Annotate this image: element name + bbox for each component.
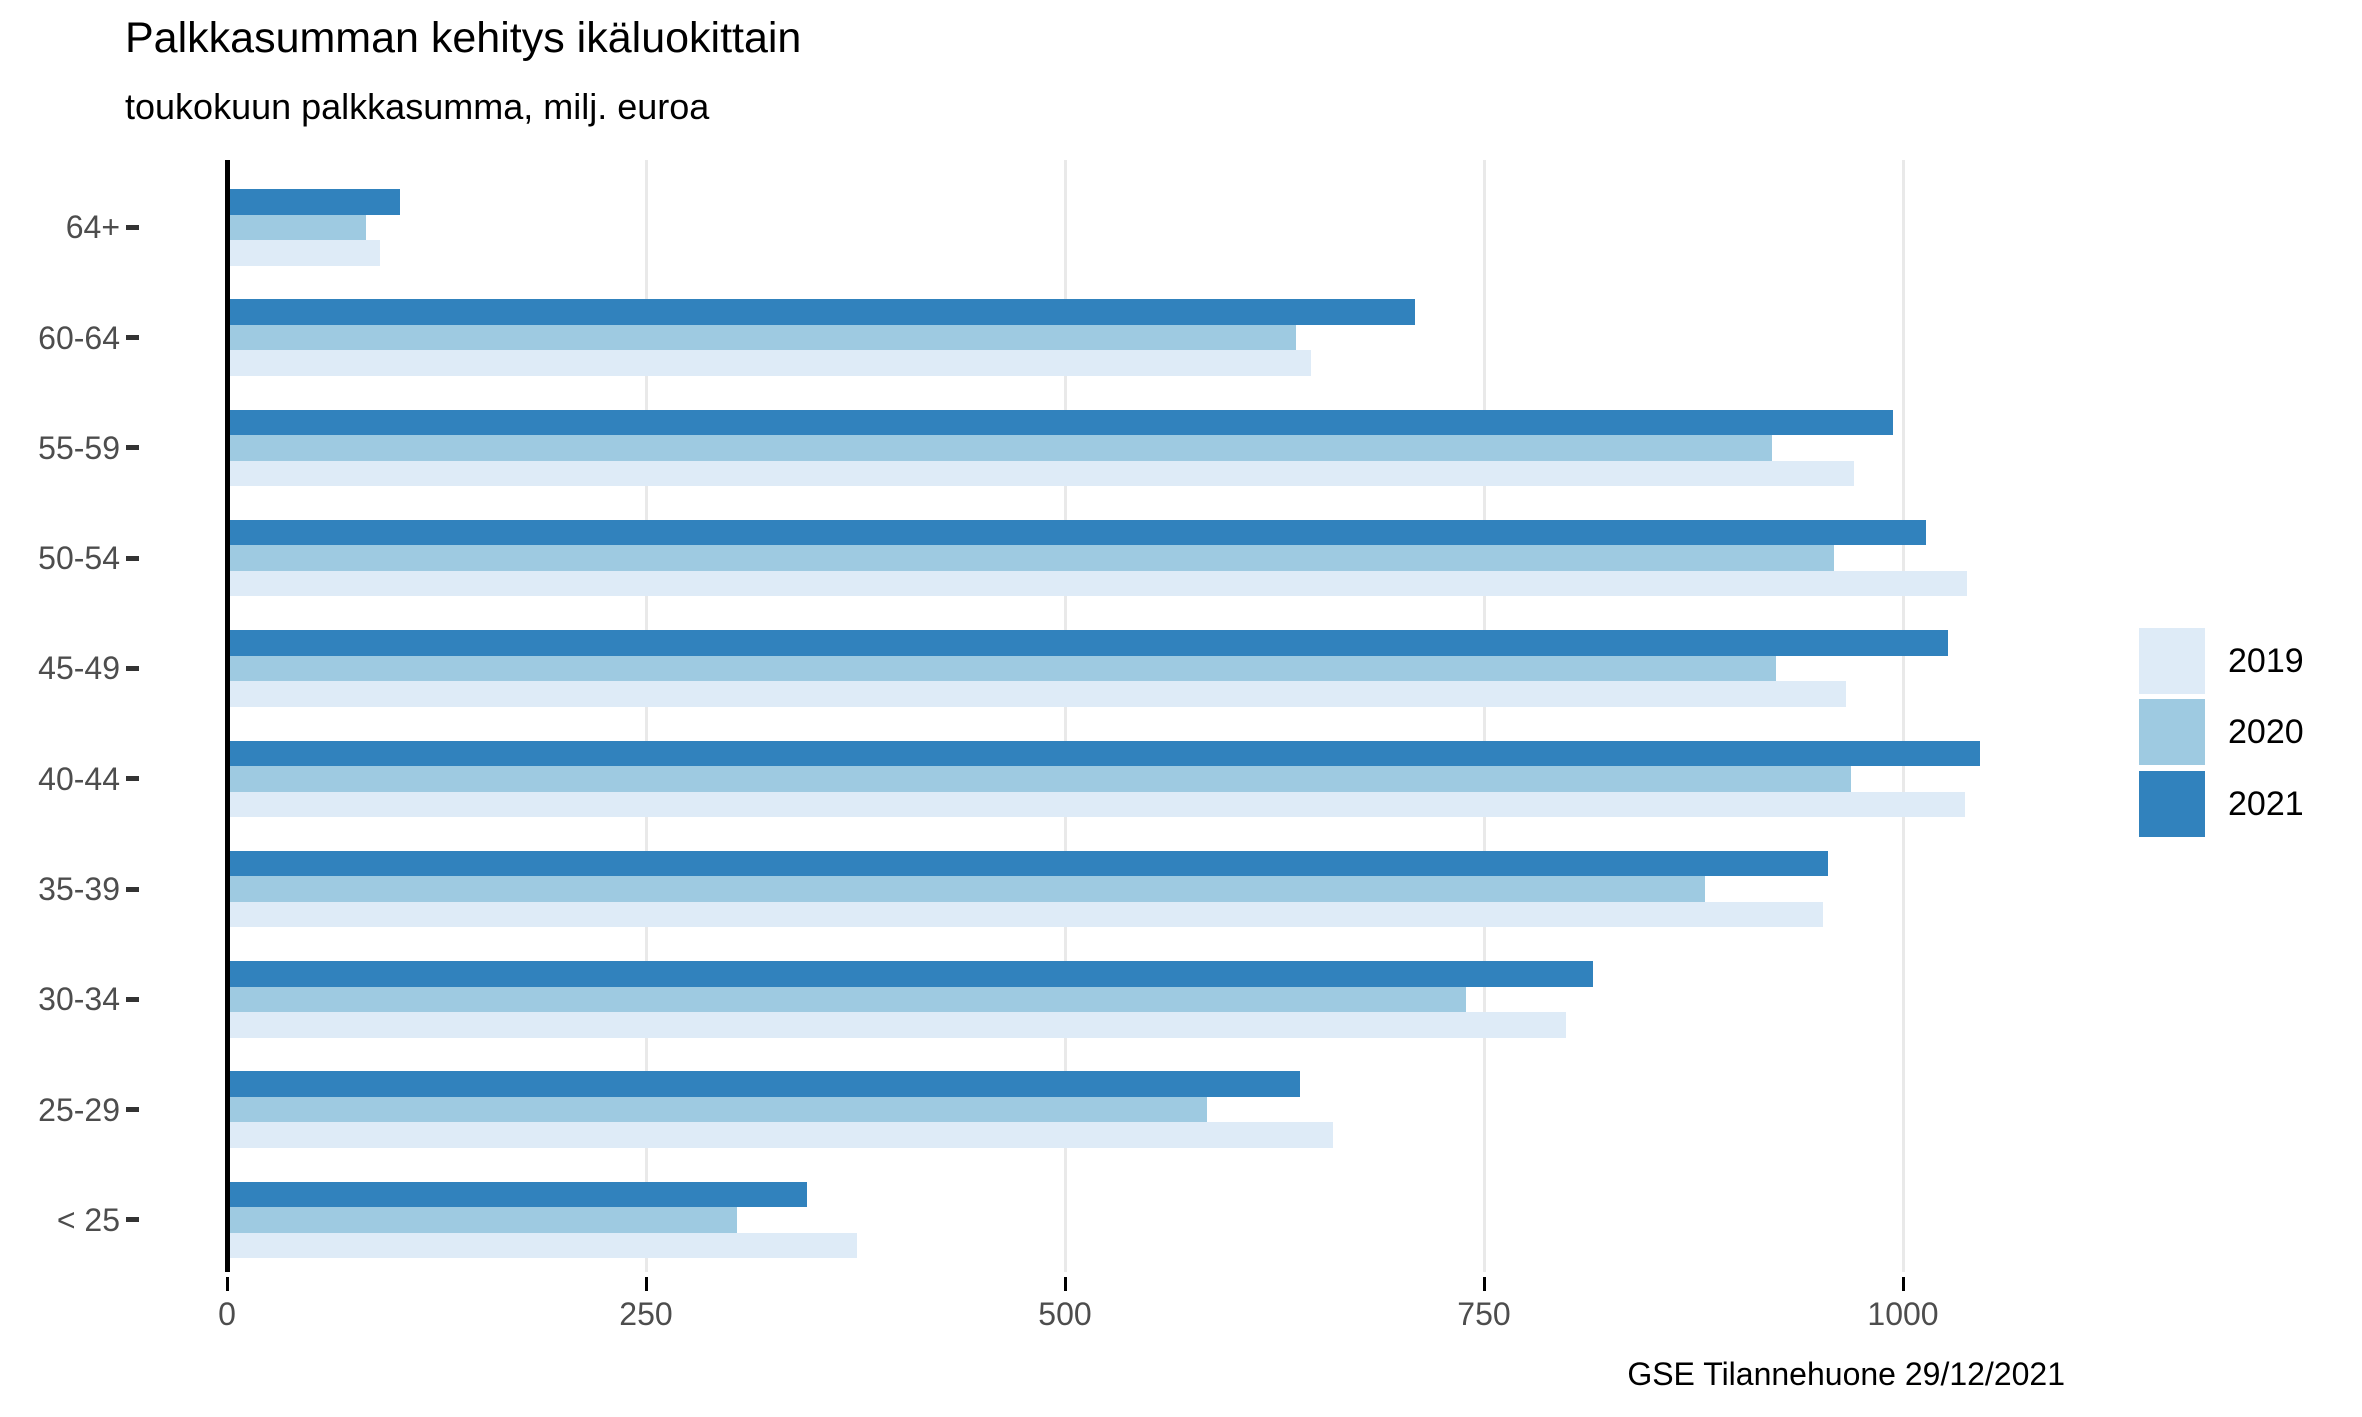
bar-2019 [227, 460, 1855, 487]
bar-2020 [227, 435, 1773, 461]
y-axis-tick [126, 886, 139, 892]
bar-2020 [227, 766, 1852, 792]
gridline-x-500 [1063, 160, 1067, 1272]
bar-2021 [227, 850, 1828, 877]
legend-label-2019: 2019 [2228, 642, 2304, 680]
x-axis-tick [1901, 1277, 1905, 1291]
bar-2021 [227, 189, 400, 215]
gridline-x-250 [644, 160, 648, 1272]
x-axis-tick [225, 1277, 229, 1291]
chart-title: Palkkasumman kehitys ikäluokittain [125, 14, 802, 62]
y-axis-tick [126, 996, 139, 1002]
gridline-x-1000 [1901, 160, 1905, 1272]
bar-2020 [227, 545, 1835, 571]
bar-2019 [227, 1122, 1334, 1148]
y-axis-tick [126, 445, 139, 451]
y-axis-tick [126, 224, 139, 230]
bar-2020 [227, 324, 1297, 351]
bar-2020 [227, 655, 1776, 682]
x-axis-tick [1482, 1277, 1486, 1291]
x-axis-tick-label: 750 [1457, 1296, 1511, 1332]
x-axis-tick [644, 1277, 648, 1291]
bar-2021 [227, 299, 1416, 325]
legend-key-2020 [2139, 699, 2205, 766]
legend-label-2020: 2020 [2228, 713, 2304, 752]
bar-2019 [227, 1012, 1567, 1038]
y-axis-label: < 25 [56, 1201, 120, 1238]
bar-2020 [227, 1096, 1208, 1123]
bar-2019 [227, 681, 1847, 707]
y-axis-label: 35-39 [38, 871, 120, 908]
x-axis-tick [1063, 1277, 1067, 1291]
bar-2019 [227, 901, 1823, 928]
bar-2019 [227, 570, 1967, 597]
y-axis-tick [126, 776, 139, 782]
bar-2021 [227, 1071, 1300, 1097]
y-axis-label: 64+ [65, 209, 120, 246]
bar-2021 [227, 1181, 807, 1208]
legend-key-2021 [2139, 770, 2205, 837]
y-axis-label: 45-49 [38, 650, 120, 687]
x-axis-tick-label: 500 [1038, 1296, 1092, 1332]
y-axis-tick [126, 1217, 139, 1223]
y-axis-label: 30-34 [38, 981, 120, 1018]
y-axis-label: 50-54 [38, 540, 120, 577]
bar-2021 [227, 409, 1893, 436]
bar-2021 [227, 740, 1981, 766]
bar-2021 [227, 961, 1593, 987]
bar-2019 [227, 350, 1312, 376]
bar-2020 [227, 214, 367, 240]
y-axis-tick [126, 1107, 139, 1113]
x-axis-tick-label: 250 [619, 1296, 673, 1332]
bar-2021 [227, 519, 1927, 546]
y-axis-tick [126, 665, 139, 671]
gridline-x-750 [1482, 160, 1486, 1272]
bar-2020 [227, 986, 1466, 1013]
bar-2019 [227, 240, 380, 266]
y-axis-label: 55-59 [38, 429, 120, 466]
x-zero-axis-line [224, 160, 230, 1272]
y-axis-label: 60-64 [38, 319, 120, 356]
chart-subtitle: toukokuun palkkasumma, milj. euroa [125, 86, 710, 127]
x-axis-tick-label: 1000 [1867, 1296, 1939, 1332]
legend-key-2019 [2139, 628, 2205, 694]
bar-2020 [227, 876, 1706, 902]
x-axis-tick-label: 0 [218, 1296, 236, 1332]
legend-label-2021: 2021 [2228, 784, 2304, 823]
bar-2021 [227, 630, 1949, 656]
bar-2019 [227, 791, 1965, 817]
y-axis-tick [126, 555, 139, 561]
y-axis-label: 40-44 [38, 760, 120, 797]
bar-2020 [227, 1207, 737, 1233]
y-axis-label: 25-29 [38, 1091, 120, 1128]
source-caption: GSE Tilannehuone 29/12/2021 [1627, 1356, 2065, 1392]
bar-2019 [227, 1232, 858, 1259]
y-axis-tick [126, 335, 139, 341]
